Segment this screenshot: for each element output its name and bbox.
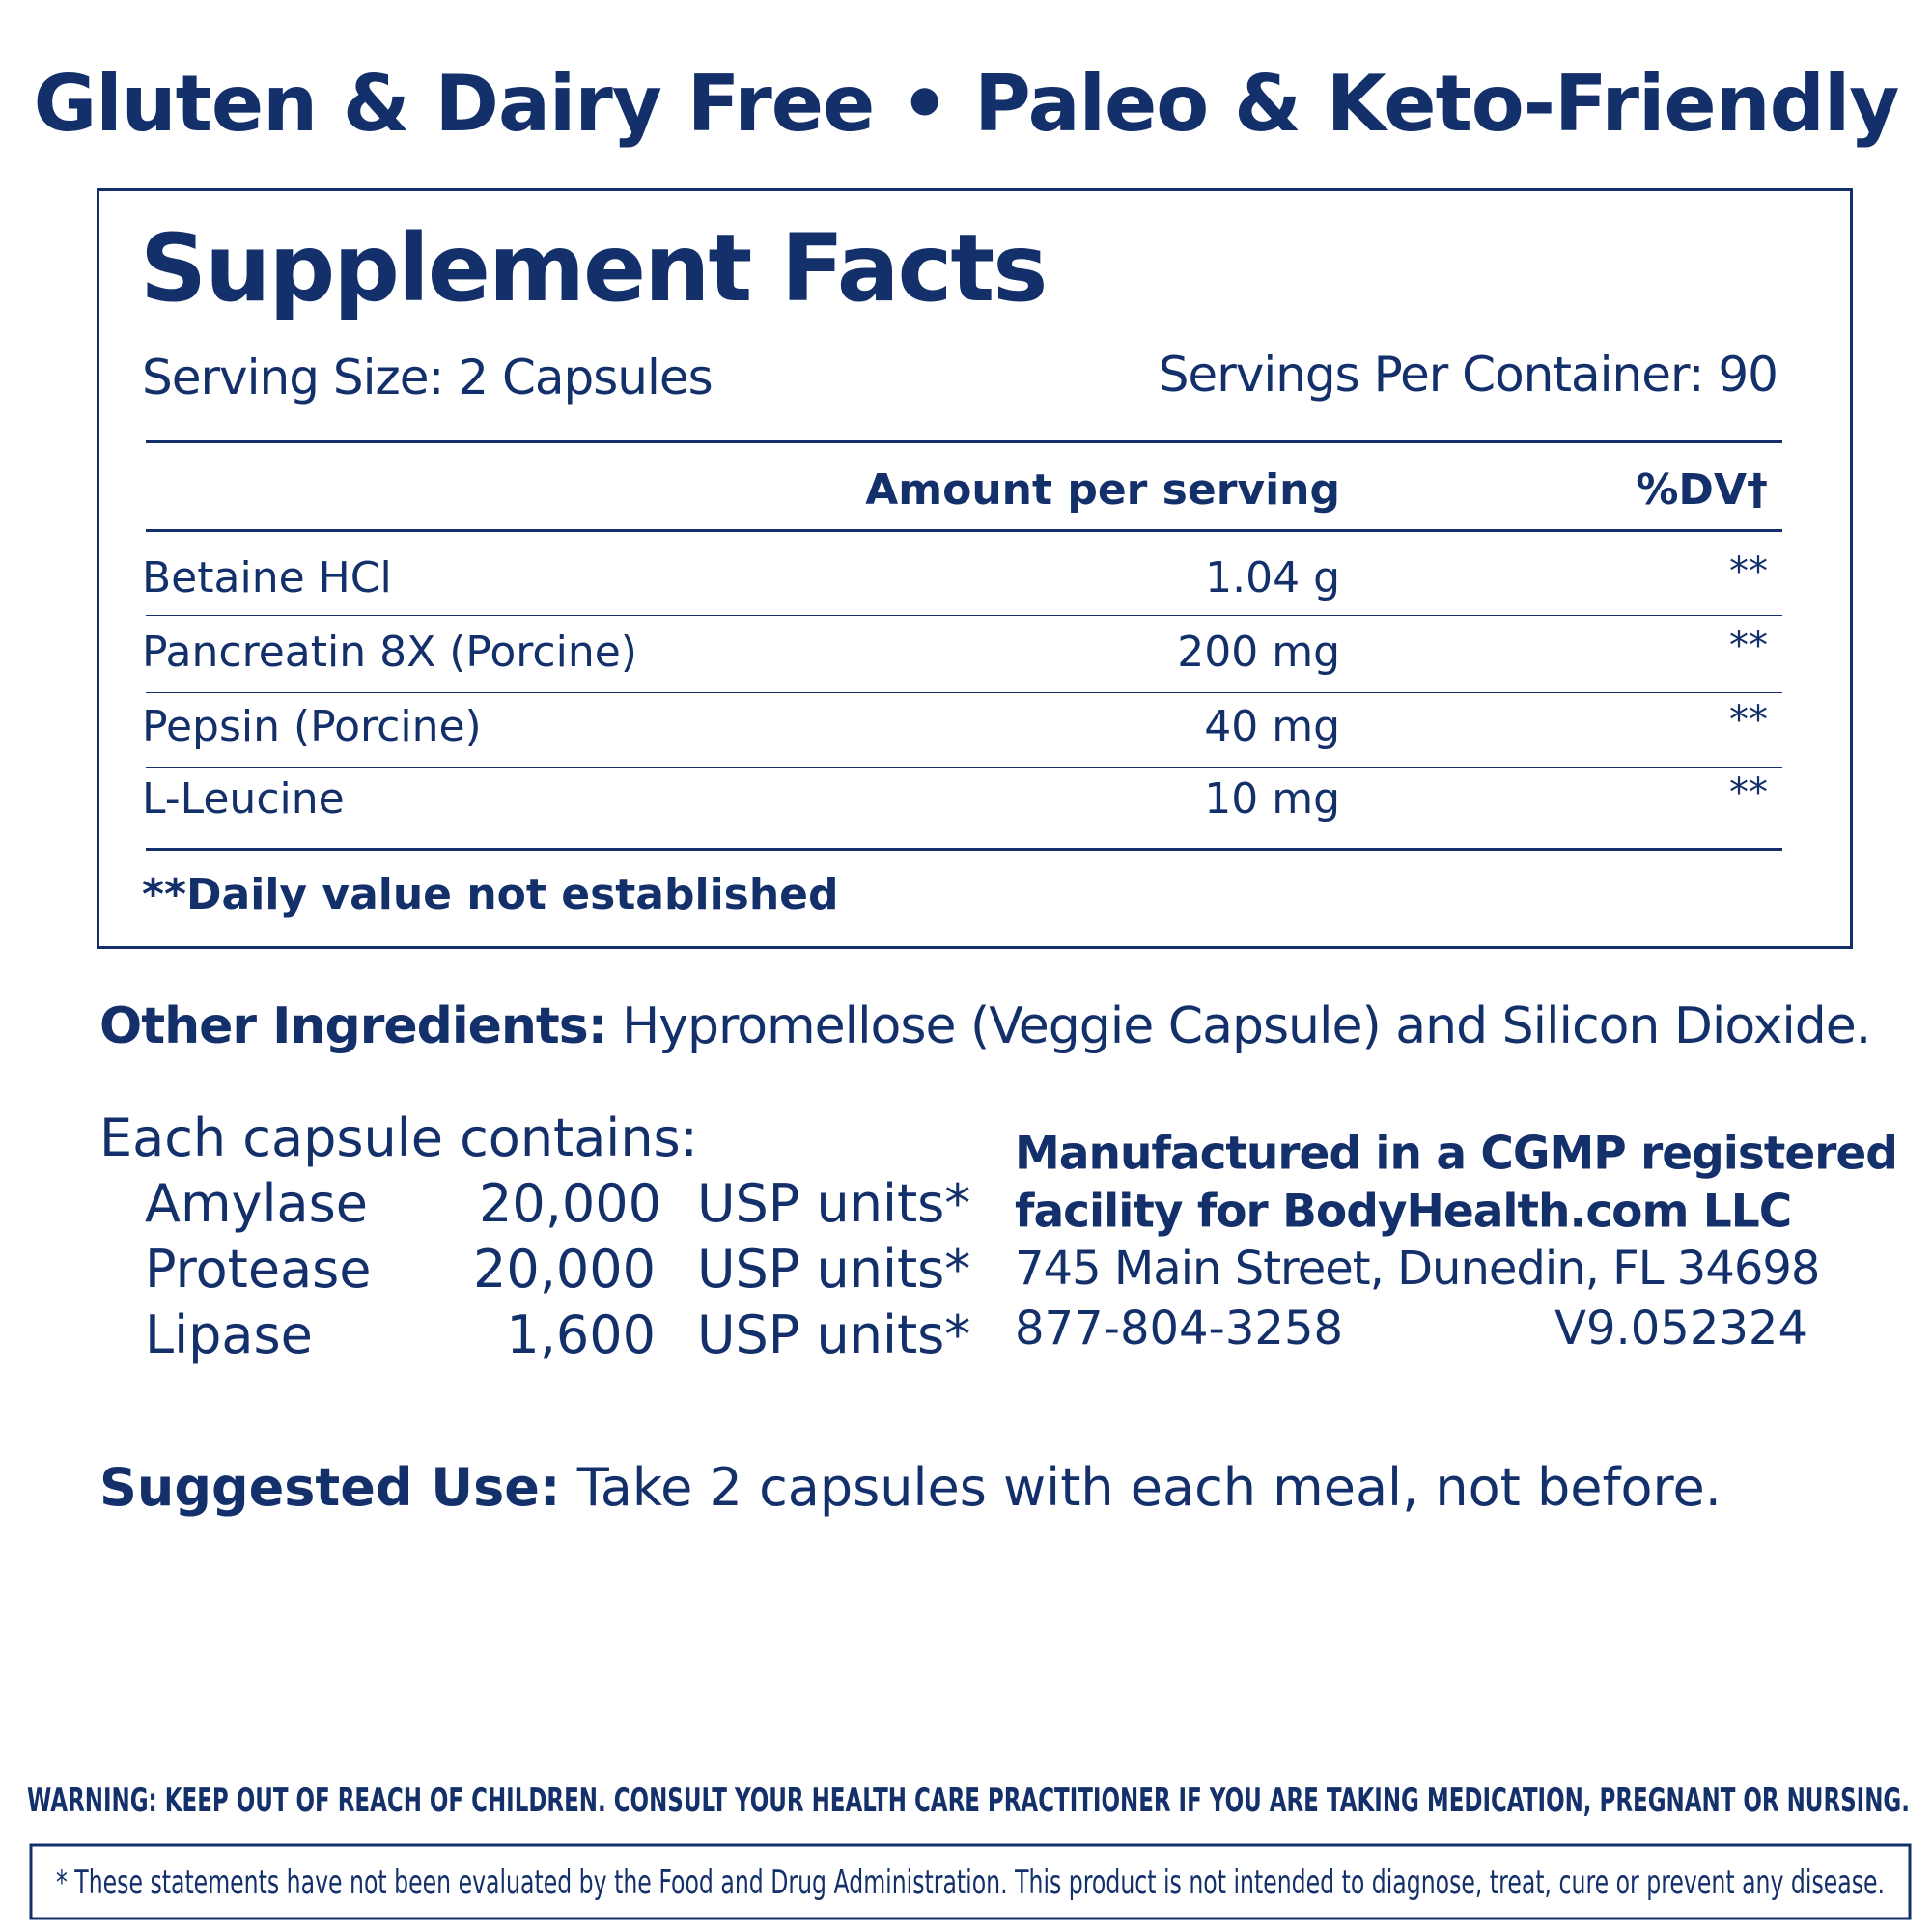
ingredient-dv: ** [1729,698,1768,742]
ingredient-name: Pepsin (Porcine) [142,702,482,751]
rule [146,440,1782,443]
rule [146,615,1782,616]
address: 745 Main Street, Dunedin, FL 34698 [1015,1242,1820,1296]
ingredient-dv: ** [1729,624,1768,668]
serving-size: Serving Size: 2 Capsules [142,350,714,406]
facts-title: Supplement Facts [140,214,1048,322]
ingredient-dv: ** [1729,549,1768,594]
ingredient-amount: 200 mg [1177,628,1340,677]
ingredient-dv: ** [1729,770,1768,815]
phone: 877-804-3258 [1015,1302,1344,1356]
facts-box [97,188,1853,949]
enzyme-unit: USP units* [697,1239,971,1300]
text: Hypromellose (Veggie Capsule) and Silico… [622,997,1871,1055]
disclaimer: * These statements have not been evaluat… [56,1863,1885,1902]
enzyme-amount: 20,000 [473,1239,656,1300]
enzyme-name: Protease [145,1239,372,1300]
ingredient-name: Pancreatin 8X (Porcine) [142,628,637,677]
suggested-use: Suggested Use: Take 2 capsules with each… [99,1462,1722,1514]
disclaimer-box [29,1843,1912,1920]
enzyme-unit: USP units* [697,1304,971,1365]
warning: WARNING: KEEP OUT OF REACH OF CHILDREN. … [27,1781,1910,1820]
enzyme-name: Amylase [145,1173,368,1234]
label: Suggested Use: [99,1457,561,1518]
footnote: **Daily value not established [142,870,839,919]
column-header: %DV† [1636,465,1768,515]
header-title: Gluten & Dairy Free • Paleo & Keto-Frien… [33,59,1900,149]
other-ingredients: Other Ingredients: Hypromellose (Veggie … [99,1001,1871,1051]
version: V9.052324 [1554,1302,1807,1356]
manufacturer-line: Manufactured in a CGMP registered [1015,1127,1898,1181]
ingredient-name: L-Leucine [142,774,345,824]
manufacturer-line: facility for BodyHealth.com LLC [1015,1185,1792,1239]
rule [146,529,1782,532]
column-header: Amount per serving [865,465,1340,515]
ingredient-amount: 10 mg [1204,774,1340,824]
enzymes-heading: Each capsule contains: [99,1107,698,1168]
label: Other Ingredients: [99,997,608,1055]
rule [146,848,1782,851]
text: Take 2 capsules with each meal, not befo… [576,1457,1722,1518]
enzyme-unit: USP units* [697,1173,971,1234]
rule [146,692,1782,693]
servings-per-container: Servings Per Container: 90 [1158,347,1778,403]
enzyme-amount: 1,600 [506,1304,656,1365]
ingredient-amount: 1.04 g [1205,553,1340,602]
ingredient-name: Betaine HCl [142,553,392,602]
rule [146,767,1782,768]
enzyme-amount: 20,000 [479,1173,661,1234]
ingredient-amount: 40 mg [1204,702,1340,751]
enzyme-name: Lipase [145,1304,313,1365]
